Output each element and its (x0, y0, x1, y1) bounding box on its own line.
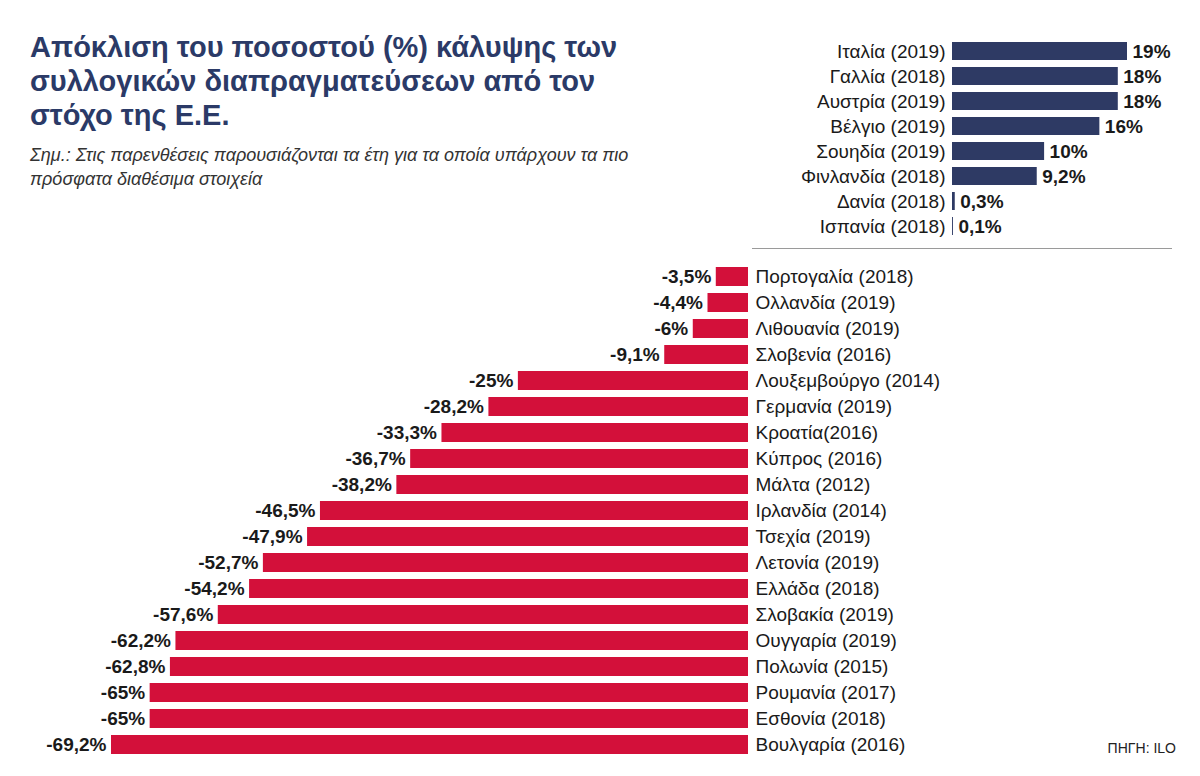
svg-text:-33,3%: -33,3% (377, 422, 437, 443)
svg-text:Μάλτα (2012): Μάλτα (2012) (756, 474, 871, 495)
svg-text:Ρουμανία (2017): Ρουμανία (2017) (756, 682, 896, 703)
svg-text:Σλοβενία (2016): Σλοβενία (2016) (756, 344, 892, 365)
svg-text:-6%: -6% (654, 318, 688, 339)
svg-text:Φινλανδία (2018): Φινλανδία (2018) (801, 166, 946, 187)
svg-text:Λετονία (2019): Λετονία (2019) (756, 552, 880, 573)
svg-text:9,2%: 9,2% (1042, 166, 1085, 187)
svg-text:Αυστρία (2019): Αυστρία (2019) (817, 91, 946, 112)
svg-text:Λουξεμβούργο (2014): Λουξεμβούργο (2014) (756, 370, 941, 391)
svg-text:-46,5%: -46,5% (255, 500, 315, 521)
svg-text:Εσθονία (2018): Εσθονία (2018) (756, 708, 886, 729)
svg-text:Πορτογαλία (2018): Πορτογαλία (2018) (756, 266, 914, 287)
svg-text:-47,9%: -47,9% (242, 526, 302, 547)
svg-text:18%: 18% (1123, 66, 1161, 87)
svg-text:-9,1%: -9,1% (610, 344, 660, 365)
svg-text:Ουγγαρία (2019): Ουγγαρία (2019) (756, 630, 897, 651)
svg-text:Σουηδία (2019): Σουηδία (2019) (816, 141, 945, 162)
svg-text:-36,7%: -36,7% (345, 448, 405, 469)
svg-text:18%: 18% (1123, 91, 1161, 112)
svg-text:Τσεχία (2019): Τσεχία (2019) (756, 526, 871, 547)
html-text:Απόκλιση του ποσοστού (%) κάλυ: Απόκλιση του ποσοστού (%) κάλυψης των συ… (30, 31, 618, 132)
svg-text:16%: 16% (1105, 116, 1143, 137)
svg-text:-38,2%: -38,2% (332, 474, 392, 495)
html-text:Σημ.: Στις παρενθέσεις παρουσι: Σημ.: Στις παρενθέσεις παρουσιάζονται τα… (30, 145, 629, 190)
svg-text:19%: 19% (1133, 41, 1171, 62)
html-text:ΠΗΓΗ: ILO: ΠΗΓΗ: ILO (1107, 740, 1176, 756)
svg-text:-62,8%: -62,8% (105, 656, 165, 677)
svg-text:-25%: -25% (469, 370, 513, 391)
svg-text:Βέλγιο (2019): Βέλγιο (2019) (830, 116, 945, 137)
svg-text:-57,6%: -57,6% (153, 604, 213, 625)
svg-text:Ισπανία (2018): Ισπανία (2018) (820, 216, 946, 237)
svg-text:Πολωνία (2015): Πολωνία (2015) (756, 656, 889, 677)
svg-text:-4,4%: -4,4% (653, 292, 703, 313)
svg-text:Ελλάδα (2018): Ελλάδα (2018) (756, 578, 880, 599)
svg-text:0,1%: 0,1% (958, 216, 1001, 237)
svg-text:Ολλανδία (2019): Ολλανδία (2019) (756, 292, 896, 313)
svg-text:Ιρλανδία (2014): Ιρλανδία (2014) (756, 500, 887, 521)
svg-text:Γερμανία (2019): Γερμανία (2019) (756, 396, 893, 417)
svg-text:-3,5%: -3,5% (662, 266, 712, 287)
svg-text:Λιθουανία (2019): Λιθουανία (2019) (756, 318, 900, 339)
svg-text:-65%: -65% (101, 682, 145, 703)
svg-text:0,3%: 0,3% (960, 191, 1003, 212)
svg-text:-65%: -65% (101, 708, 145, 729)
svg-text:-52,7%: -52,7% (198, 552, 258, 573)
svg-text:Δανία (2018): Δανία (2018) (837, 191, 946, 212)
svg-text:Γαλλία (2018): Γαλλία (2018) (830, 66, 946, 87)
svg-text:Βουλγαρία (2016): Βουλγαρία (2016) (756, 734, 906, 755)
svg-text:-62,2%: -62,2% (111, 630, 171, 651)
svg-text:10%: 10% (1050, 141, 1088, 162)
svg-text:-69,2%: -69,2% (46, 734, 106, 755)
svg-text:Κροατία(2016): Κροατία(2016) (756, 422, 879, 443)
svg-text:-54,2%: -54,2% (184, 578, 244, 599)
svg-text:-28,2%: -28,2% (424, 396, 484, 417)
svg-text:Ιταλία (2019): Ιταλία (2019) (837, 41, 945, 62)
svg-text:Κύπρος (2016): Κύπρος (2016) (756, 448, 883, 469)
svg-text:Σλοβακία (2019): Σλοβακία (2019) (756, 604, 894, 625)
